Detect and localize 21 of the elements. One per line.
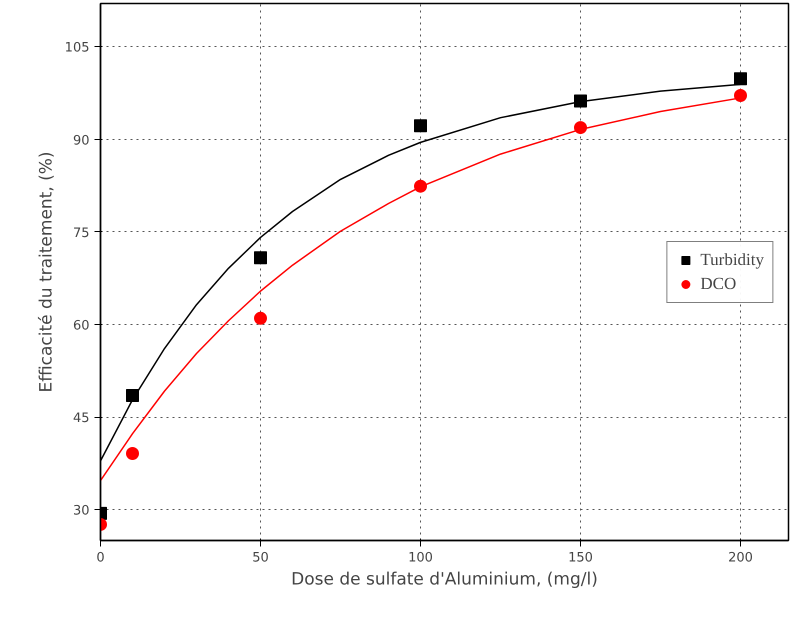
- point: [254, 251, 267, 264]
- x-tick-label: 50: [252, 550, 269, 566]
- point: [414, 119, 427, 132]
- x-tick-label: 150: [568, 550, 593, 566]
- x-tick-label: 200: [728, 550, 753, 566]
- y-tick-label: 45: [72, 411, 90, 426]
- y-tick-label: 75: [72, 226, 90, 241]
- legend-label: DCO: [700, 274, 736, 294]
- x-tick-label: 100: [408, 550, 433, 566]
- x-tick-label: 0: [96, 550, 105, 566]
- y-tick-label: 30: [72, 504, 90, 519]
- point: [734, 72, 747, 86]
- x-axis-title: Dose de sulfate d'Aluminium, (mg/l): [291, 570, 598, 590]
- point: [734, 88, 747, 102]
- y-tick-label: 105: [64, 40, 90, 56]
- legend-label: Turbidity: [700, 250, 764, 270]
- point: [126, 446, 139, 460]
- y-tick-label: 60: [72, 318, 90, 334]
- y-tick-label: 90: [72, 133, 90, 148]
- y-axis-title: Efficacité du traitement, (%): [36, 151, 57, 393]
- point: [254, 312, 267, 325]
